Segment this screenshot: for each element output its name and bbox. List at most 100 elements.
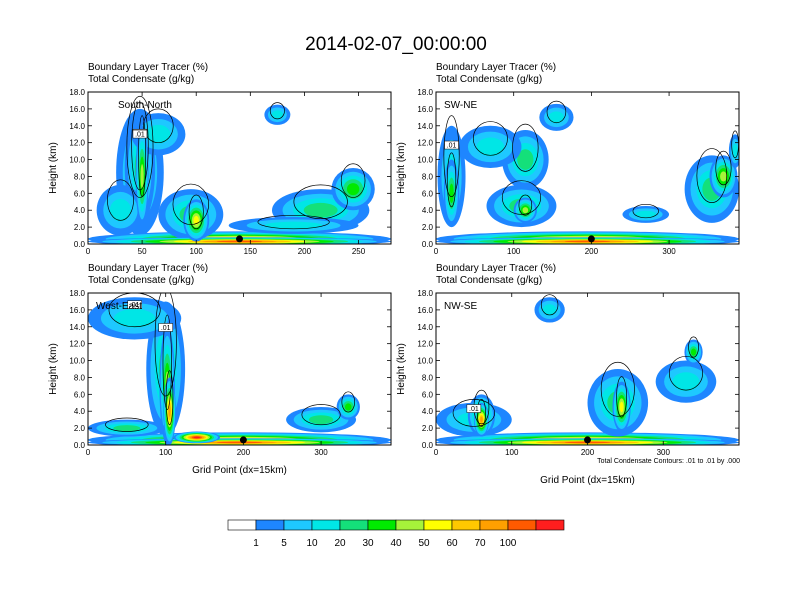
y-tick-label: 8.0 bbox=[74, 172, 86, 181]
y-tick-label: 6.0 bbox=[422, 390, 434, 399]
contour-label-box bbox=[132, 129, 148, 139]
contour-label-box bbox=[127, 300, 142, 309]
x-tick-label: 300 bbox=[662, 247, 676, 256]
y-tick-label: 6.0 bbox=[74, 189, 86, 198]
contour-label: .01 bbox=[447, 143, 457, 150]
plot-frame bbox=[87, 91, 392, 245]
condensate-contour-1 bbox=[446, 152, 457, 208]
colorbar-swatch-9 bbox=[479, 519, 509, 531]
tracer-blob-6-level-10 bbox=[564, 240, 611, 243]
colorbar-label: 30 bbox=[362, 538, 374, 549]
tracer-blob-8-level-3 bbox=[264, 221, 323, 230]
tracer-blob-8-level-5 bbox=[344, 403, 352, 411]
tracer-blob-9-level-5 bbox=[690, 348, 697, 356]
tracer-blob-7-level-3 bbox=[542, 304, 557, 316]
panel-nw-se: Boundary Layer Tracer (%)Total Condensat… bbox=[396, 263, 740, 486]
tracer-blob-8-level-5 bbox=[449, 183, 454, 203]
panel-title-condensate: Total Condensate (g/kg) bbox=[88, 74, 194, 85]
y-tick-label: 12.0 bbox=[69, 340, 85, 349]
y-tick-label: 4.0 bbox=[74, 407, 86, 416]
tracer-field bbox=[436, 297, 739, 445]
y-tick-label: 18.0 bbox=[417, 88, 433, 97]
condensate-contour-7 bbox=[540, 294, 559, 316]
tracer-blob-2-level-3 bbox=[113, 308, 156, 328]
plot-frame bbox=[435, 91, 740, 245]
y-axis-label: Height (km) bbox=[48, 142, 59, 194]
colorbar-label: 20 bbox=[334, 538, 346, 549]
y-tick-label: 18.0 bbox=[69, 88, 85, 97]
plot-area bbox=[436, 92, 739, 244]
y-tick-label: 4.0 bbox=[74, 206, 86, 215]
y-tick-label: 16.0 bbox=[69, 105, 85, 114]
y-tick-label: 6.0 bbox=[422, 189, 434, 198]
plot-frame bbox=[87, 292, 392, 446]
panel-title-condensate: Total Condensate (g/kg) bbox=[436, 74, 542, 85]
tracer-blob-5-level-4 bbox=[308, 415, 334, 425]
y-tick-label: 14.0 bbox=[69, 323, 85, 332]
contour-label: .01 bbox=[135, 132, 145, 139]
condensate-contour-4 bbox=[501, 180, 542, 215]
condensate-contour-6 bbox=[341, 391, 356, 413]
tracer-blob-4-level-4 bbox=[517, 149, 534, 170]
panel-title-tracer: Boundary Layer Tracer (%) bbox=[88, 263, 208, 274]
colorbar-label: 50 bbox=[418, 538, 430, 549]
tracer-blob-12-level-3 bbox=[732, 143, 738, 159]
y-tick-label: 10.0 bbox=[417, 357, 433, 366]
y-tick-label: 12.0 bbox=[417, 340, 433, 349]
location-marker bbox=[239, 436, 247, 444]
panel-title-tracer: Boundary Layer Tracer (%) bbox=[88, 62, 208, 73]
tracer-blob-7-level-3 bbox=[146, 124, 171, 144]
colorbar-label: 40 bbox=[390, 538, 402, 549]
colorbar-swatch-0 bbox=[227, 519, 257, 531]
y-tick-label: 16.0 bbox=[417, 306, 433, 315]
condensate-contour-2 bbox=[138, 115, 147, 198]
y-tick-label: 2.0 bbox=[422, 424, 434, 433]
location-marker bbox=[584, 436, 591, 444]
tracer-blob-11-level-7 bbox=[193, 215, 199, 225]
condensate-contour-5 bbox=[172, 183, 210, 225]
x-tick-label: 0 bbox=[434, 247, 439, 256]
x-tick-label: 100 bbox=[159, 448, 173, 457]
tracer-blob-3-level-3 bbox=[672, 372, 700, 392]
x-tick-label: 0 bbox=[86, 448, 91, 457]
y-tick-label: 18.0 bbox=[69, 289, 85, 298]
condensate-contour-4 bbox=[143, 108, 174, 144]
x-tick-label: 300 bbox=[314, 448, 328, 457]
x-tick-label: 0 bbox=[434, 448, 439, 457]
condensate-contour-2 bbox=[162, 314, 172, 410]
x-tick-label: 100 bbox=[190, 247, 204, 256]
y-tick-label: 6.0 bbox=[74, 390, 86, 399]
y-tick-label: 8.0 bbox=[422, 373, 434, 382]
panel-west-east: Boundary Layer Tracer (%)Total Condensat… bbox=[48, 263, 392, 476]
condensate-contour-0 bbox=[126, 95, 154, 198]
tracer-blob-7-level-6 bbox=[720, 171, 727, 182]
condensate-contour-0 bbox=[452, 399, 496, 427]
condensate-contour-6 bbox=[688, 336, 699, 358]
tracer-blob-10-level-3 bbox=[635, 210, 657, 219]
tracer-blob-6-level-7 bbox=[619, 401, 624, 413]
contour-label-box bbox=[466, 404, 482, 413]
colorbar-swatch-10 bbox=[507, 519, 537, 531]
y-tick-label: 14.0 bbox=[417, 323, 433, 332]
x-tick-label: 0 bbox=[86, 247, 91, 256]
condensate-contour-6 bbox=[546, 100, 567, 124]
y-axis-label: Height (km) bbox=[48, 343, 59, 395]
colorbar-swatch-3 bbox=[311, 519, 341, 531]
panel-title-condensate: Total Condensate (g/kg) bbox=[88, 275, 194, 286]
condensate-contour-0 bbox=[443, 115, 460, 198]
tracer-blob-2-level-4 bbox=[303, 202, 338, 218]
condensate-contour-5 bbox=[518, 194, 533, 216]
tracer-blob-5-level-3 bbox=[476, 137, 505, 157]
tracer-blob-11-level-6 bbox=[522, 207, 529, 214]
tracer-blob-12-level-3 bbox=[271, 110, 284, 120]
colorbar-swatch-7 bbox=[423, 519, 453, 531]
inset-label: South-North bbox=[118, 100, 172, 111]
tracer-blob-6-level-4 bbox=[113, 425, 141, 432]
y-tick-label: 8.0 bbox=[74, 373, 86, 382]
colorbar-label: 10 bbox=[306, 538, 318, 549]
panel-title-tracer: Boundary Layer Tracer (%) bbox=[436, 62, 556, 73]
condensate-contour-9 bbox=[715, 150, 732, 186]
x-axis-label: Grid Point (dx=15km) bbox=[192, 465, 287, 476]
y-tick-label: 12.0 bbox=[417, 139, 433, 148]
